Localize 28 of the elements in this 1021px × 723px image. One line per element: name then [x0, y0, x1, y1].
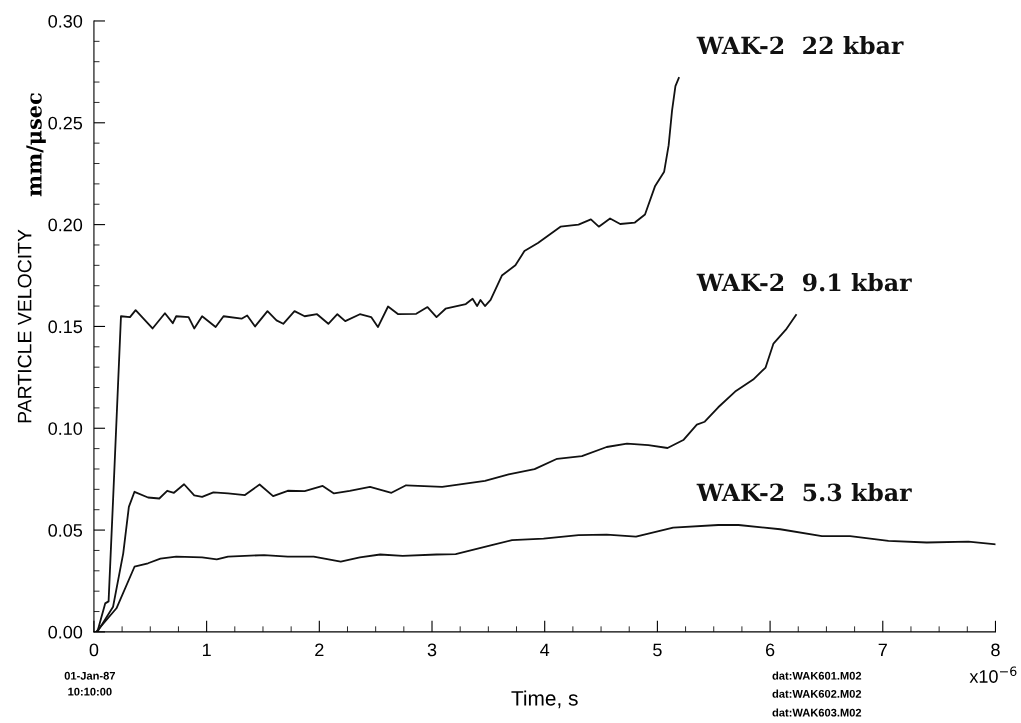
text: dat:WAK601.M02 [772, 671, 862, 680]
x-tick-label: 5 [653, 643, 662, 657]
series-label: WAK-2 22 kbar [696, 36, 904, 55]
y-axis-title: PARTICLE VELOCITY [17, 229, 32, 423]
y-tick-label: 0.10 [48, 422, 83, 435]
y-tick-label: 0.00 [48, 625, 83, 639]
x-tick-label: 2 [315, 643, 324, 657]
x-tick-label: 0 [89, 643, 99, 657]
x-tick-label: 7 [878, 643, 887, 657]
x-tick-label: 6 [765, 643, 775, 657]
x-tick-label: 3 [427, 643, 437, 657]
text: mm/μsec [26, 93, 46, 197]
x-axis-title: Time, s [511, 690, 578, 709]
x-tick-label: 4 [540, 643, 550, 657]
series-label: WAK-2 9.1 kbar [696, 273, 912, 292]
text: dat:WAK603.M02 [772, 708, 862, 717]
y-tick-label: 0.15 [48, 320, 83, 334]
text: 01-Jan-87 [64, 671, 115, 680]
text: x10$^{−6}$ [969, 666, 1017, 683]
y-tick-label: 0.20 [48, 218, 83, 232]
text: dat:WAK602.M02 [772, 689, 862, 698]
y-tick-label: 0.30 [48, 14, 83, 28]
series-label: WAK-2 5.3 kbar [696, 483, 912, 502]
text: 10:10:00 [68, 687, 112, 696]
y-tick-label: 0.05 [48, 524, 83, 537]
y-tick-label: 0.25 [48, 116, 83, 130]
x-tick-label: 1 [202, 643, 211, 657]
x-tick-label: 8 [991, 643, 1000, 657]
